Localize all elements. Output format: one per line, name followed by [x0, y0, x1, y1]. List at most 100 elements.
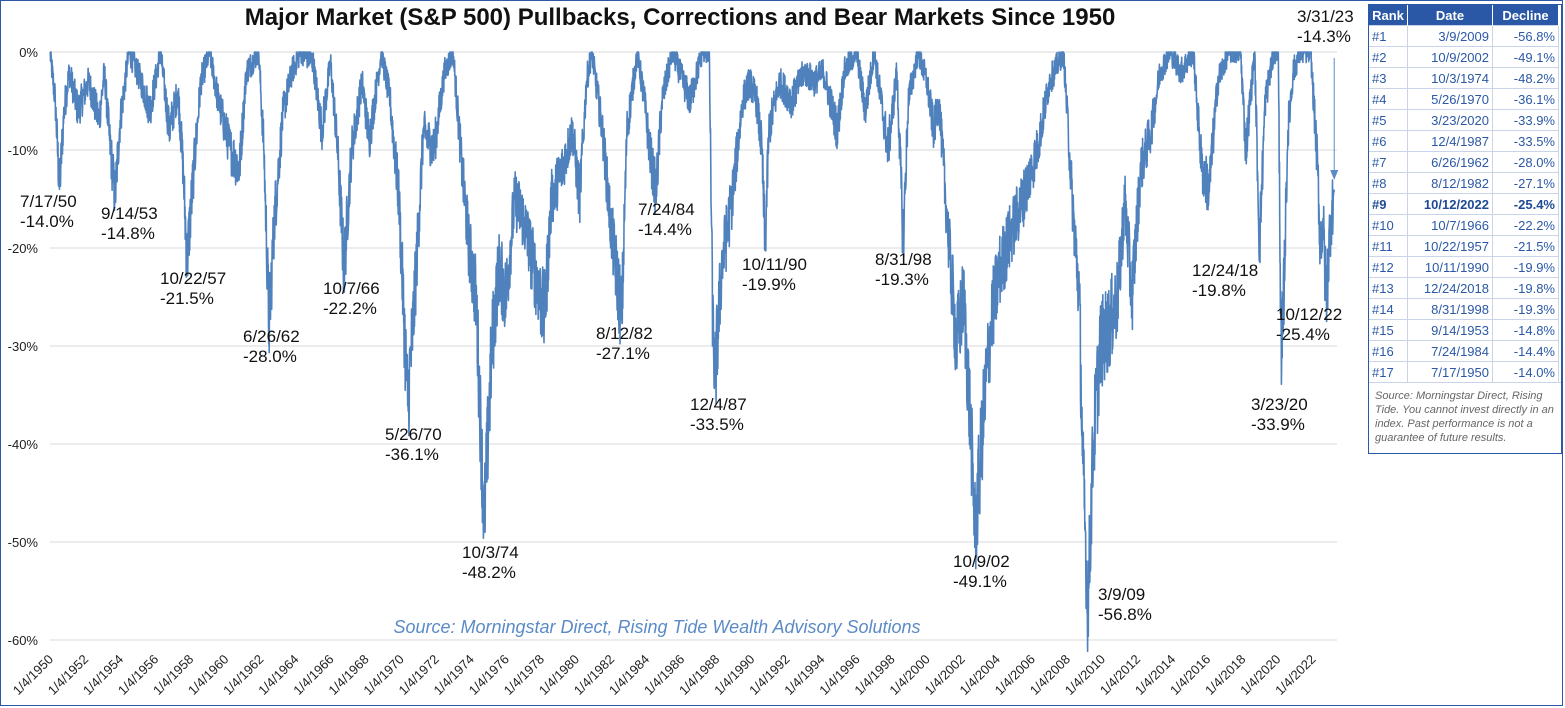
rank-cell: #17 [1369, 361, 1408, 382]
y-tick-label: -60% [8, 633, 39, 648]
date-cell: 6/26/1962 [1407, 151, 1493, 173]
rank-cell: #3 [1369, 67, 1408, 89]
rank-cell: #10 [1369, 214, 1408, 236]
rank-cell: #7 [1369, 151, 1408, 173]
annotation-value: -14.3% [1297, 27, 1351, 46]
rank-cell: #8 [1369, 172, 1408, 194]
decline-cell: -33.9% [1492, 109, 1559, 131]
annotation-date: 3/9/09 [1098, 585, 1145, 604]
annotation-date: 10/12/22 [1276, 305, 1342, 324]
rank-cell: #5 [1369, 109, 1408, 131]
table-row: #6 12/4/1987 -33.5% [1369, 130, 1559, 152]
date-cell: 8/12/1982 [1407, 172, 1493, 194]
date-cell: 10/9/2002 [1407, 46, 1493, 68]
rank-cell: #15 [1369, 319, 1408, 341]
decline-cell: -27.1% [1492, 172, 1559, 194]
annotation-value: -56.8% [1098, 605, 1152, 624]
date-cell: 3/23/2020 [1407, 109, 1493, 131]
annotation-date: 10/22/57 [160, 269, 226, 288]
annotation-date: 3/31/23 [1297, 7, 1354, 26]
decline-cell: -14.0% [1492, 361, 1559, 382]
rank-cell: #16 [1369, 340, 1408, 362]
y-tick-label: -50% [8, 535, 39, 550]
date-cell: 10/7/1966 [1407, 214, 1493, 236]
annotation-date: 7/24/84 [638, 200, 695, 219]
annotation-date: 10/9/02 [953, 552, 1010, 571]
date-cell: 10/11/1990 [1407, 256, 1493, 278]
annotation-value: -36.1% [385, 445, 439, 464]
table-row: #10 10/7/1966 -22.2% [1369, 214, 1559, 236]
annotation-value: -21.5% [160, 289, 214, 308]
chart-title: Major Market (S&P 500) Pullbacks, Correc… [244, 4, 1116, 31]
date-cell: 7/17/1950 [1407, 361, 1493, 382]
decline-cell: -25.4% [1492, 193, 1559, 215]
header-date: Date [1407, 5, 1493, 26]
annotation-date: 7/17/50 [20, 192, 77, 211]
date-cell: 8/31/1998 [1407, 298, 1493, 320]
rank-cell: #9 [1369, 193, 1408, 215]
annotation-value: -49.1% [953, 572, 1007, 591]
annotation-value: -33.9% [1251, 415, 1305, 434]
date-cell: 5/26/1970 [1407, 88, 1493, 110]
annotation-arrowhead [1330, 170, 1339, 180]
date-cell: 10/22/1957 [1407, 235, 1493, 257]
annotation-value: -14.8% [101, 224, 155, 243]
decline-cell: -19.3% [1492, 298, 1559, 320]
rank-table: Rank Date Decline #1 3/9/2009 -56.8% #2 10/9… [1368, 4, 1562, 454]
table-row: #13 12/24/2018 -19.8% [1369, 277, 1559, 299]
annotation-date: 12/4/87 [690, 395, 747, 414]
date-cell: 10/12/2022 [1407, 193, 1493, 215]
annotation-date: 8/31/98 [875, 250, 932, 269]
annotation-value: -14.4% [638, 220, 692, 239]
header-decline: Decline [1492, 5, 1559, 26]
table-source-note: Source: Morningstar Direct, Rising Tide.… [1369, 382, 1561, 453]
annotation-value: -14.0% [20, 212, 74, 231]
y-tick-label: -30% [8, 339, 39, 354]
y-tick-label: -10% [8, 143, 39, 158]
annotation-date: 9/14/53 [101, 204, 158, 223]
header-rank: Rank [1369, 5, 1408, 26]
annotation-date: 10/7/66 [323, 279, 380, 298]
annotation-date: 8/12/82 [596, 324, 653, 343]
annotation-value: -25.4% [1276, 325, 1330, 344]
rank-cell: #2 [1369, 46, 1408, 68]
table-row: #1 3/9/2009 -56.8% [1369, 25, 1559, 47]
y-tick-label: -40% [8, 437, 39, 452]
date-cell: 9/14/1953 [1407, 319, 1493, 341]
annotation-date: 6/26/62 [243, 327, 300, 346]
table-row: #15 9/14/1953 -14.8% [1369, 319, 1559, 341]
annotation-value: -48.2% [462, 563, 516, 582]
y-tick-label: 0% [19, 45, 38, 60]
decline-cell: -22.2% [1492, 214, 1559, 236]
table-row: #12 10/11/1990 -19.9% [1369, 256, 1559, 278]
decline-cell: -28.0% [1492, 151, 1559, 173]
table-row: #5 3/23/2020 -33.9% [1369, 109, 1559, 131]
date-cell: 10/3/1974 [1407, 67, 1493, 89]
rank-cell: #6 [1369, 130, 1408, 152]
annotation-date: 12/24/18 [1192, 261, 1258, 280]
annotation-value: -19.3% [875, 270, 929, 289]
annotation-value: -22.2% [323, 299, 377, 318]
annotation-value: -19.8% [1192, 281, 1246, 300]
rank-cell: #1 [1369, 25, 1408, 47]
table-row: #17 7/17/1950 -14.0% [1369, 361, 1559, 382]
decline-cell: -49.1% [1492, 46, 1559, 68]
chart-source: Source: Morningstar Direct, Rising Tide … [393, 617, 920, 637]
date-cell: 3/9/2009 [1407, 25, 1493, 47]
annotation-date: 3/23/20 [1251, 395, 1308, 414]
date-cell: 12/4/1987 [1407, 130, 1493, 152]
annotation-value: -27.1% [596, 344, 650, 363]
annotation-value: -28.0% [243, 347, 297, 366]
annotation-date: 10/3/74 [462, 543, 519, 562]
rank-cell: #14 [1369, 298, 1408, 320]
annotation-date: 5/26/70 [385, 425, 442, 444]
annotation-value: -33.5% [690, 415, 744, 434]
decline-cell: -21.5% [1492, 235, 1559, 257]
table-row: #16 7/24/1984 -14.4% [1369, 340, 1559, 362]
decline-cell: -19.9% [1492, 256, 1559, 278]
table-row: #8 8/12/1982 -27.1% [1369, 172, 1559, 194]
y-tick-label: -20% [8, 241, 39, 256]
decline-cell: -56.8% [1492, 25, 1559, 47]
table-row: #3 10/3/1974 -48.2% [1369, 67, 1559, 89]
date-cell: 7/24/1984 [1407, 340, 1493, 362]
